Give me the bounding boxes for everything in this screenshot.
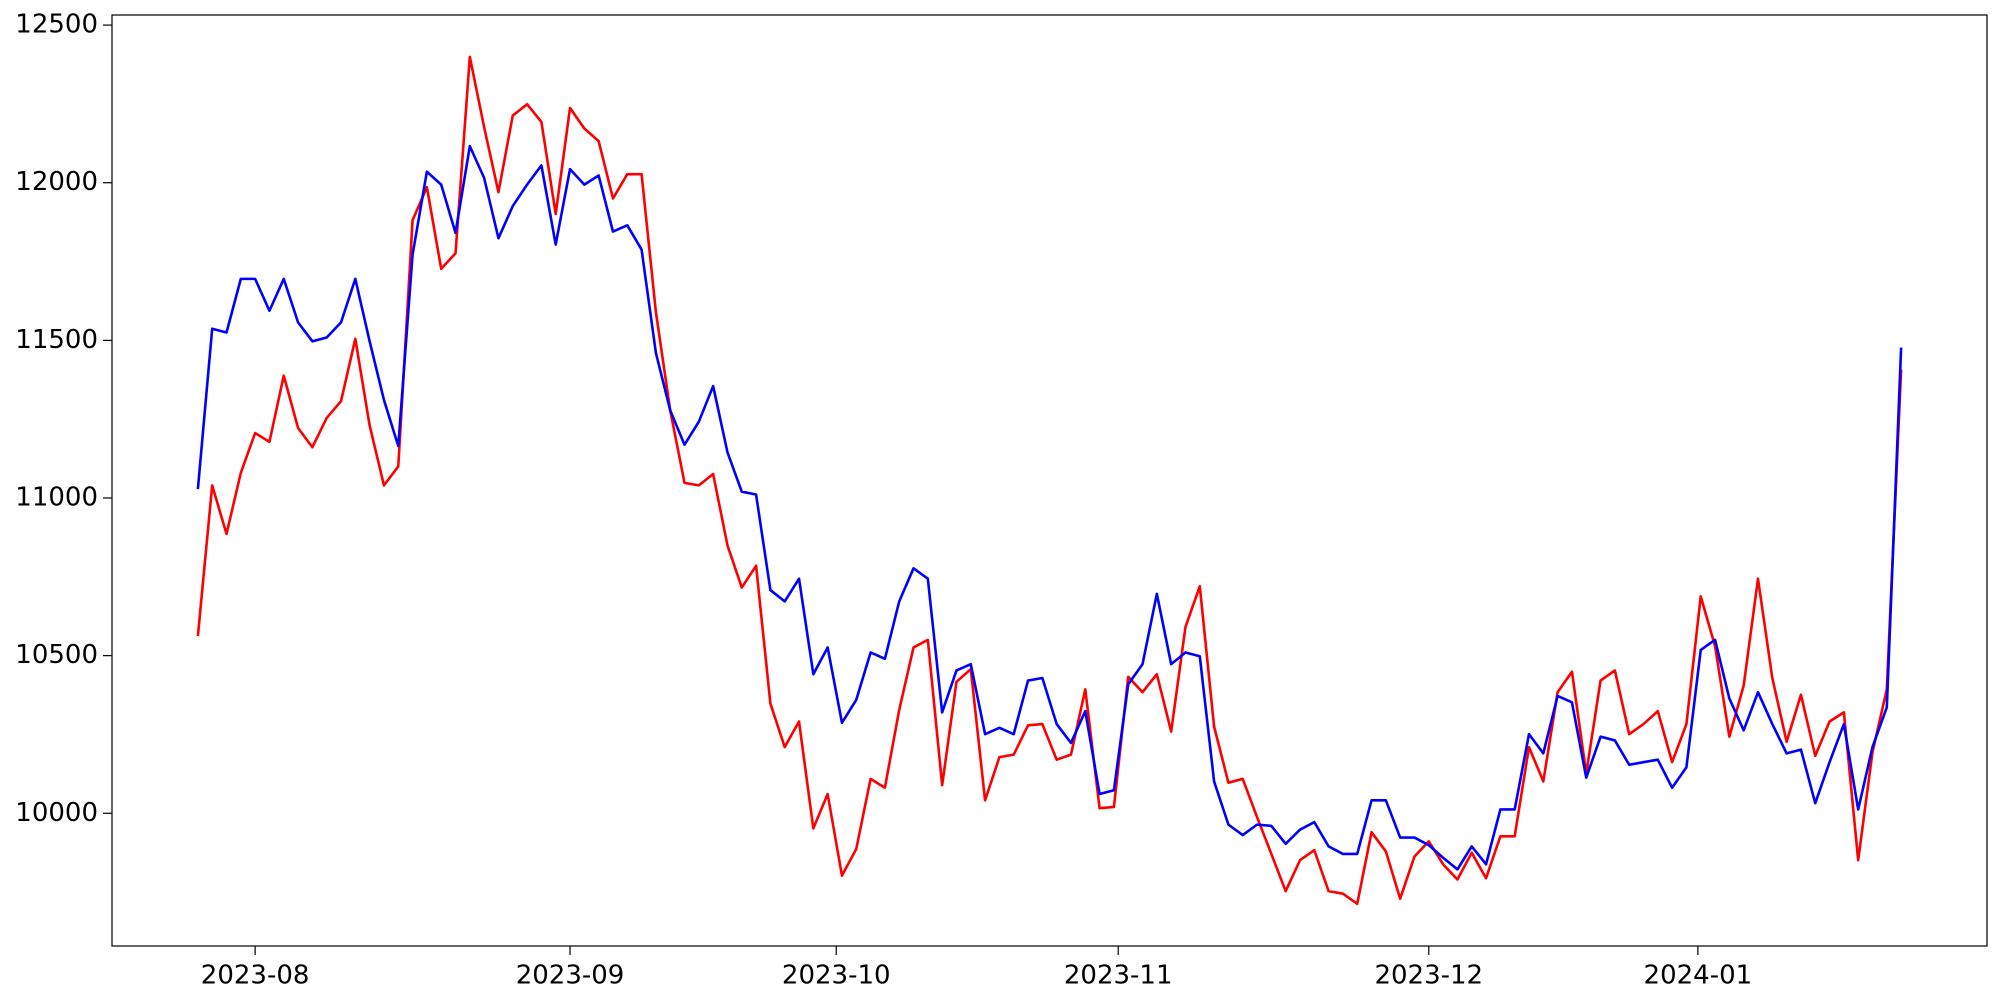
x-tick-label: 2023-11 (1064, 961, 1173, 991)
y-tick-label: 12000 (15, 167, 98, 197)
line-series (196, 55, 1903, 906)
x-tick-label: 2023-09 (516, 961, 625, 991)
y-tick-label: 11500 (15, 325, 98, 355)
y-tick-label: 12500 (15, 10, 98, 40)
plot-frame (111, 14, 1988, 947)
x-tick-label: 2023-12 (1374, 961, 1483, 991)
y-tick-label: 11000 (15, 482, 98, 512)
x-tick-label: 2024-01 (1644, 961, 1753, 991)
y-tick-label: 10500 (15, 640, 98, 670)
x-tick-label: 2023-08 (201, 961, 310, 991)
y-tick-label: 10000 (15, 798, 98, 828)
line-series (196, 144, 1903, 871)
x-tick-label: 2023-10 (782, 961, 891, 991)
